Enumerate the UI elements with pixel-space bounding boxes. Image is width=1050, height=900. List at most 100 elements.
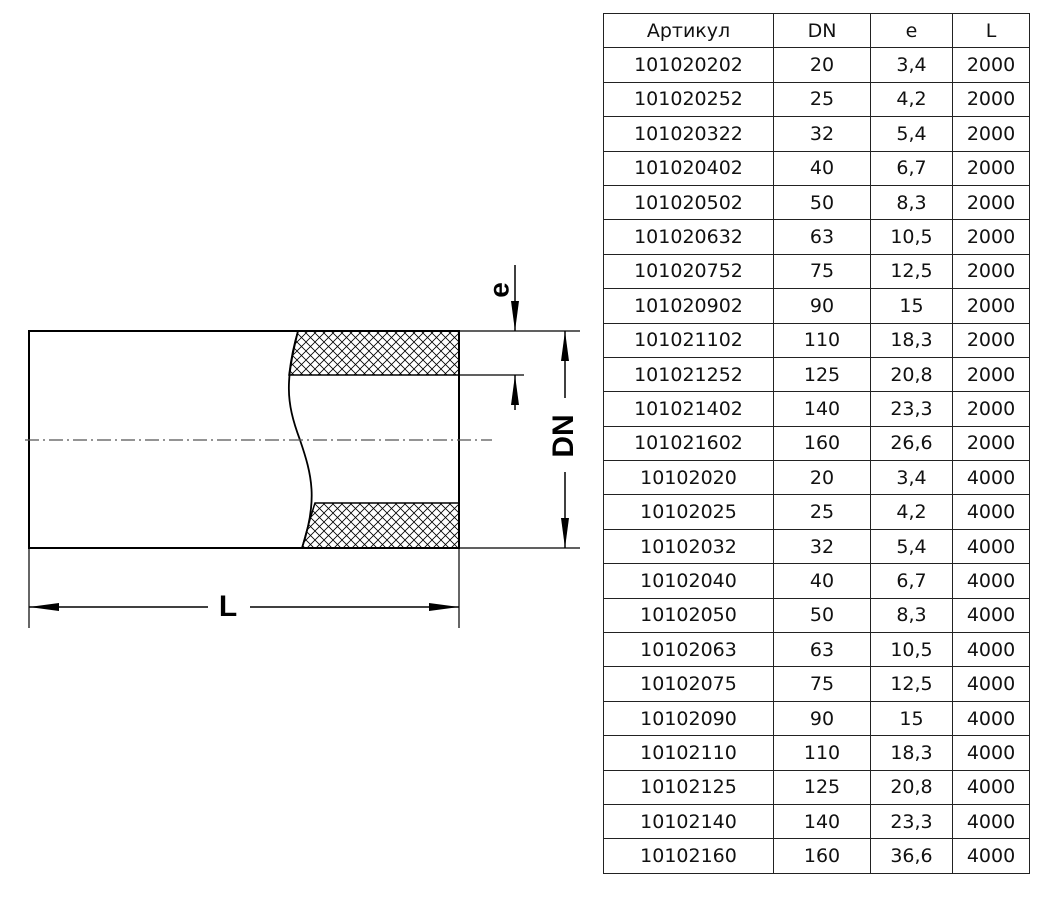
cell-dn: 75: [773, 666, 871, 702]
cell-article: 10102050: [603, 597, 774, 634]
table-row: 101021402 140 23,3 2000: [603, 391, 1030, 427]
cell-article: 101020402: [603, 150, 774, 186]
cell-l: 2000: [952, 253, 1030, 290]
table-row: 101020752 75 12,5 2000: [603, 253, 1030, 290]
cell-dn: 110: [773, 735, 871, 771]
cell-article: 10102110: [603, 735, 774, 771]
cell-dn: 32: [773, 116, 871, 152]
table-row: 10102040 40 6,7 4000: [603, 563, 1030, 599]
cell-l: 4000: [952, 528, 1030, 565]
cell-article: 10102140: [603, 803, 774, 840]
cell-e: 10,5: [870, 632, 953, 668]
cell-dn: 140: [773, 803, 871, 840]
cell-article: 101020322: [603, 116, 774, 152]
table-row: 10102090 90 15 4000: [603, 700, 1030, 737]
l-label: L: [219, 590, 237, 623]
cell-l: 2000: [952, 356, 1030, 393]
cell-e: 3,4: [870, 460, 953, 496]
cell-dn: 20: [773, 460, 871, 496]
cell-l: 2000: [952, 322, 1030, 358]
cell-dn: 125: [773, 769, 871, 805]
table-header-row: Артикул DN e L: [603, 12, 1030, 49]
cell-dn: 50: [773, 597, 871, 634]
cell-dn: 90: [773, 288, 871, 324]
cell-l: 2000: [952, 81, 1030, 118]
cell-e: 12,5: [870, 666, 953, 702]
cell-article: 101020902: [603, 288, 774, 324]
cell-dn: 90: [773, 700, 871, 737]
cell-dn: 25: [773, 494, 871, 530]
cell-article: 101021252: [603, 356, 774, 393]
cell-l: 2000: [952, 425, 1030, 462]
cell-dn: 40: [773, 150, 871, 186]
table-row: 10102025 25 4,2 4000: [603, 494, 1030, 530]
cell-article: 10102090: [603, 700, 774, 737]
cell-article: 10102075: [603, 666, 774, 702]
cell-l: 2000: [952, 219, 1030, 255]
cell-article: 10102160: [603, 838, 774, 874]
table-row: 101021252 125 20,8 2000: [603, 356, 1030, 393]
cell-e: 3,4: [870, 47, 953, 83]
table-row: 10102125 125 20,8 4000: [603, 769, 1030, 805]
cell-l: 4000: [952, 597, 1030, 634]
table-row: 10102020 20 3,4 4000: [603, 460, 1030, 496]
table-row: 10102050 50 8,3 4000: [603, 597, 1030, 634]
cell-e: 12,5: [870, 253, 953, 290]
pipe-drawing: e DN L: [25, 265, 580, 628]
table-row: 101020632 63 10,5 2000: [603, 219, 1030, 255]
cell-e: 8,3: [870, 184, 953, 221]
cell-e: 6,7: [870, 563, 953, 599]
cell-article: 10102025: [603, 494, 774, 530]
cell-dn: 160: [773, 425, 871, 462]
cell-e: 4,2: [870, 81, 953, 118]
cell-e: 18,3: [870, 322, 953, 358]
cell-dn: 125: [773, 356, 871, 393]
cell-dn: 110: [773, 322, 871, 358]
cell-e: 10,5: [870, 219, 953, 255]
table-row: 10102140 140 23,3 4000: [603, 803, 1030, 840]
cell-l: 4000: [952, 838, 1030, 874]
table-row: 101021602 160 26,6 2000: [603, 425, 1030, 462]
cell-e: 5,4: [870, 528, 953, 565]
cell-dn: 63: [773, 632, 871, 668]
cell-l: 2000: [952, 288, 1030, 324]
cell-article: 101021402: [603, 391, 774, 427]
cell-dn: 25: [773, 81, 871, 118]
cell-e: 15: [870, 700, 953, 737]
table-row: 101020902 90 15 2000: [603, 288, 1030, 324]
cell-l: 2000: [952, 150, 1030, 186]
cell-l: 2000: [952, 116, 1030, 152]
cell-article: 101021102: [603, 322, 774, 358]
e-label: e: [483, 282, 514, 298]
cell-e: 18,3: [870, 735, 953, 771]
cell-l: 4000: [952, 666, 1030, 702]
dn-label: DN: [547, 414, 580, 457]
cell-article: 101020752: [603, 253, 774, 290]
cell-e: 5,4: [870, 116, 953, 152]
cell-dn: 140: [773, 391, 871, 427]
table-row: 101021102 110 18,3 2000: [603, 322, 1030, 358]
cell-article: 101020202: [603, 47, 774, 83]
cell-l: 4000: [952, 632, 1030, 668]
table-row: 101020202 20 3,4 2000: [603, 47, 1030, 83]
cell-l: 4000: [952, 735, 1030, 771]
cell-l: 2000: [952, 184, 1030, 221]
cell-e: 15: [870, 288, 953, 324]
pipe-wall-top-hatch: [288, 330, 460, 376]
cell-l: 2000: [952, 391, 1030, 427]
cell-l: 4000: [952, 769, 1030, 805]
header-article: Артикул: [603, 12, 774, 49]
cell-e: 26,6: [870, 425, 953, 462]
cell-article: 10102040: [603, 563, 774, 599]
cell-e: 6,7: [870, 150, 953, 186]
cell-article: 101020502: [603, 184, 774, 221]
cell-dn: 63: [773, 219, 871, 255]
table-row: 101020402 40 6,7 2000: [603, 150, 1030, 186]
cell-article: 10102020: [603, 460, 774, 496]
spec-table: Артикул DN e L 101020202 20 3,4 2000 1010202…: [603, 12, 1030, 874]
cell-article: 101020632: [603, 219, 774, 255]
cell-dn: 32: [773, 528, 871, 565]
cell-e: 20,8: [870, 769, 953, 805]
cell-article: 101020252: [603, 81, 774, 118]
table-row: 10102075 75 12,5 4000: [603, 666, 1030, 702]
